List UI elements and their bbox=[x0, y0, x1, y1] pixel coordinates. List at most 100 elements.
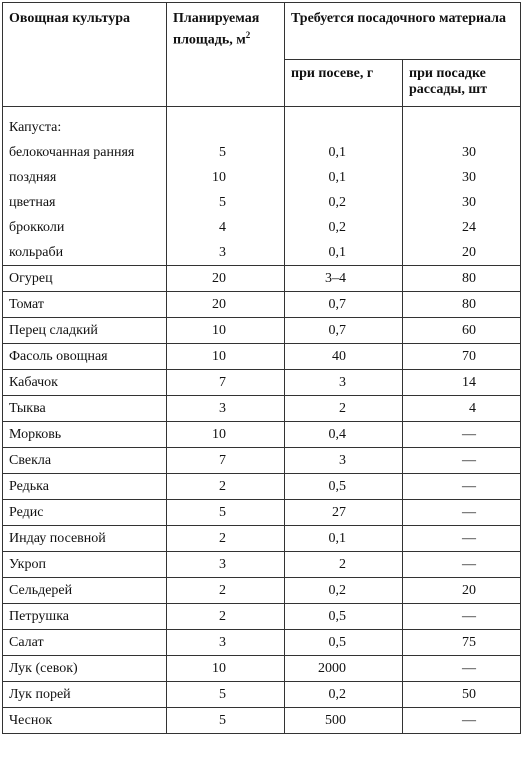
cell-seedling: — bbox=[402, 603, 521, 630]
cabbage-group-row: Капуста: bbox=[2, 106, 521, 140]
cell-sowing: 3 bbox=[284, 369, 403, 396]
cell-area: 10 bbox=[166, 421, 285, 448]
table-row: Свекла 7 3— bbox=[2, 447, 521, 474]
cell-area: 5 bbox=[166, 140, 285, 165]
cell-sowing: 0,2 bbox=[284, 215, 403, 240]
cell-crop: Сельдерей bbox=[2, 577, 167, 604]
cell-crop: Перец сладкий bbox=[2, 317, 167, 344]
cell-seedling: 20 bbox=[402, 240, 521, 266]
cell-sowing: 0,5 bbox=[284, 473, 403, 500]
cell-seedling: 30 bbox=[402, 165, 521, 190]
cell-crop: брокколи bbox=[2, 215, 167, 240]
cell-area: 3 bbox=[166, 240, 285, 266]
cell-sowing: 0,4 bbox=[284, 421, 403, 448]
table-row: кольраби 3 0,1 20 bbox=[2, 240, 521, 266]
cell-seedling: — bbox=[402, 473, 521, 500]
cell-seedling: 30 bbox=[402, 140, 521, 165]
cell-area: 5 bbox=[166, 190, 285, 215]
cell-seedling: — bbox=[402, 499, 521, 526]
cabbage-label: Капуста: bbox=[2, 106, 167, 140]
cell-crop: Свекла bbox=[2, 447, 167, 474]
cell-seedling: — bbox=[402, 707, 521, 734]
cell-seedling: 75 bbox=[402, 629, 521, 656]
cell-seedling: 20 bbox=[402, 577, 521, 604]
cell-crop: Кабачок bbox=[2, 369, 167, 396]
cell-crop: Тыква bbox=[2, 395, 167, 422]
table-row: Редька 2 0,5— bbox=[2, 473, 521, 500]
cell-seedling: 30 bbox=[402, 190, 521, 215]
header-required: Требуется посадочного материала bbox=[284, 2, 521, 60]
cell-sowing: 0,7 bbox=[284, 291, 403, 318]
cell-crop: Укроп bbox=[2, 551, 167, 578]
cell-sowing: 2 bbox=[284, 551, 403, 578]
cell-sowing: 0,1 bbox=[284, 525, 403, 552]
cell-seedling: 70 bbox=[402, 343, 521, 370]
cell-crop: поздняя bbox=[2, 165, 167, 190]
header-seedling: при посадке рассады, шт bbox=[402, 59, 521, 107]
table-row: Томат 20 0,7 80 bbox=[2, 291, 521, 318]
cell-area: 2 bbox=[166, 603, 285, 630]
main-rows: Огурец 20 3–4 80 Томат 20 0,7 80 Перец сладкий 10… bbox=[2, 265, 521, 734]
cell-crop: Индау посевной bbox=[2, 525, 167, 552]
cell-sowing: 0,1 bbox=[284, 240, 403, 266]
cell-area: 5 bbox=[166, 707, 285, 734]
cell-seedling: 14 bbox=[402, 369, 521, 396]
cell-sowing: 0,7 bbox=[284, 317, 403, 344]
cell-area: 2 bbox=[166, 473, 285, 500]
cell-crop: Лук порей bbox=[2, 681, 167, 708]
cell-sowing: 2 bbox=[284, 395, 403, 422]
cell-area: 7 bbox=[166, 369, 285, 396]
cell-crop: Морковь bbox=[2, 421, 167, 448]
cell-crop: Чеснок bbox=[2, 707, 167, 734]
table-row: Салат 3 0,5 75 bbox=[2, 629, 521, 656]
cell-area: 20 bbox=[166, 291, 285, 318]
table-row: Сельдерей 2 0,2 20 bbox=[2, 577, 521, 604]
table-row: Лук (севок) 10 2000— bbox=[2, 655, 521, 682]
cell-crop: белокочанная ранняя bbox=[2, 140, 167, 165]
cell-area: 20 bbox=[166, 265, 285, 292]
cell-seedling: — bbox=[402, 551, 521, 578]
table-row: поздняя 10 0,1 30 bbox=[2, 165, 521, 190]
planting-table: Овощная культура Планируемая площадь, м2… bbox=[2, 2, 521, 734]
cell-sowing: 0,2 bbox=[284, 577, 403, 604]
table-row: Кабачок 7 3 14 bbox=[2, 369, 521, 396]
table-row: белокочанная ранняя 5 0,1 30 bbox=[2, 140, 521, 165]
cell-area: 10 bbox=[166, 165, 285, 190]
cell-sowing: 3–4 bbox=[284, 265, 403, 292]
cell-sowing: 500 bbox=[284, 707, 403, 734]
cell-seedling: 24 bbox=[402, 215, 521, 240]
cell-sowing: 2000 bbox=[284, 655, 403, 682]
cell-crop: Петрушка bbox=[2, 603, 167, 630]
cell-seedling: — bbox=[402, 525, 521, 552]
cell-area: 5 bbox=[166, 681, 285, 708]
cell-seedling: — bbox=[402, 421, 521, 448]
cell-area: 3 bbox=[166, 395, 285, 422]
header-crop: Овощная культура bbox=[2, 2, 167, 107]
cell-area: 10 bbox=[166, 343, 285, 370]
cell-area: 4 bbox=[166, 215, 285, 240]
cell-seedling: — bbox=[402, 447, 521, 474]
cell-crop: Салат bbox=[2, 629, 167, 656]
cell-crop: Редька bbox=[2, 473, 167, 500]
cell-seedling: — bbox=[402, 655, 521, 682]
header-area-sup: 2 bbox=[245, 30, 251, 40]
cell-area: 2 bbox=[166, 525, 285, 552]
cell-area: 2 bbox=[166, 577, 285, 604]
header-area: Планируемая площадь, м2 bbox=[166, 2, 285, 107]
cell-sowing: 0,5 bbox=[284, 629, 403, 656]
cell-sowing: 0,2 bbox=[284, 681, 403, 708]
table-row: Чеснок 5 500— bbox=[2, 707, 521, 734]
cell-crop: Лук (севок) bbox=[2, 655, 167, 682]
cell-area: 10 bbox=[166, 655, 285, 682]
cell-crop: цветная bbox=[2, 190, 167, 215]
cell-area: 7 bbox=[166, 447, 285, 474]
table-row: брокколи 4 0,2 24 bbox=[2, 215, 521, 240]
cell-sowing: 0,1 bbox=[284, 140, 403, 165]
cell-sowing: 0,5 bbox=[284, 603, 403, 630]
cell-area: 3 bbox=[166, 551, 285, 578]
table-row: Индау посевной 2 0,1— bbox=[2, 525, 521, 552]
header-sowing: при посеве, г bbox=[284, 59, 403, 107]
cell-crop: кольраби bbox=[2, 240, 167, 266]
cell-crop: Фасоль овощная bbox=[2, 343, 167, 370]
cell-crop: Томат bbox=[2, 291, 167, 318]
